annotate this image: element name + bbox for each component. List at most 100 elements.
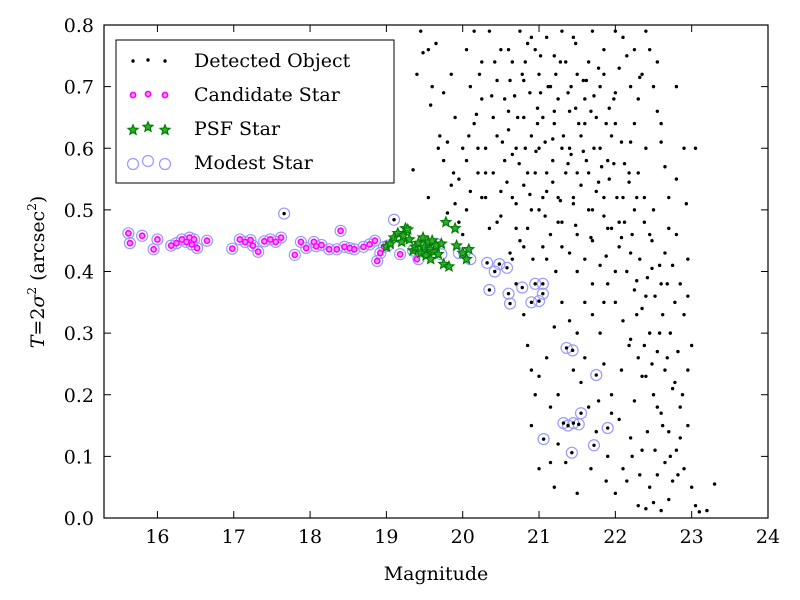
legend-label: Detected Object — [194, 50, 351, 72]
point-modest-star — [560, 341, 573, 355]
point-detected-object — [628, 84, 633, 89]
point-detected-object — [602, 72, 606, 77]
legend-marker-modest-star — [126, 157, 140, 171]
point-detected-object — [567, 251, 572, 255]
point-detected-object — [642, 195, 647, 200]
point-detected-object — [506, 109, 511, 113]
point-detected-object — [628, 436, 633, 440]
point-detected-object — [533, 393, 537, 397]
point-detected-object — [483, 171, 488, 175]
point-detected-object — [520, 72, 524, 77]
point-detected-object — [499, 214, 503, 218]
point-candidate-star — [325, 245, 333, 253]
point-detected-object — [467, 134, 471, 138]
point-detected-object — [648, 232, 652, 237]
point-detected-object — [635, 312, 639, 317]
point-detected-object — [604, 254, 608, 258]
point-detected-object — [502, 158, 507, 163]
point-detected-object — [627, 171, 631, 175]
point-modest-star — [151, 233, 164, 246]
point-detected-object — [567, 146, 572, 150]
point-detected-object — [625, 269, 629, 274]
point-detected-object — [570, 450, 574, 455]
y-tick-label: 0.0 — [64, 508, 94, 530]
legend-label: PSF Star — [194, 118, 281, 140]
point-detected-object — [609, 411, 614, 415]
point-candidate-star — [249, 242, 257, 250]
point-detected-object — [556, 97, 560, 101]
point-detected-object — [579, 411, 583, 415]
y-tick-label: 0.3 — [64, 323, 94, 345]
point-detected-object — [554, 72, 558, 77]
point-detected-object — [522, 312, 526, 317]
point-detected-object — [676, 473, 680, 477]
y-tick-label: 0.5 — [64, 200, 94, 222]
point-detected-object — [628, 140, 633, 144]
point-detected-object — [579, 183, 583, 187]
point-detected-object — [428, 103, 433, 107]
point-modest-star — [191, 241, 204, 255]
point-candidate-star — [291, 251, 299, 259]
point-detected-object — [693, 503, 698, 508]
point-detected-object — [523, 60, 527, 64]
point-detected-object — [594, 430, 598, 434]
point-candidate-star — [266, 236, 274, 243]
point-modest-star — [516, 281, 529, 294]
point-detected-object — [541, 282, 545, 286]
point-detected-object — [464, 208, 469, 212]
point-detected-object — [680, 393, 685, 397]
point-detected-object — [282, 211, 286, 216]
point-detected-object — [663, 368, 667, 372]
legend-entry-psf-star: PSF Star — [126, 118, 281, 140]
legend-marker-psf-star — [158, 123, 172, 136]
point-detected-object — [493, 269, 497, 274]
point-detected-object — [552, 121, 556, 126]
point-detected-object — [650, 362, 654, 366]
legend-marker-modest-star — [158, 157, 172, 171]
point-candidate-star — [190, 236, 198, 243]
point-modest-star — [587, 439, 601, 452]
point-detected-object — [505, 266, 509, 270]
point-detected-object — [617, 66, 621, 70]
x-axis-ticks: 16 17 18 19 20 21 22 23 24 — [145, 25, 780, 548]
point-detected-object — [449, 183, 453, 187]
point-detected-object — [541, 291, 545, 296]
y-tick-label: 0.8 — [64, 15, 94, 37]
point-detected-object — [544, 189, 549, 194]
point-detected-object — [644, 294, 648, 298]
point-detected-object — [558, 60, 563, 64]
point-candidate-star — [126, 239, 134, 247]
point-candidate-star — [366, 240, 373, 248]
point-detected-object — [523, 146, 527, 150]
point-detected-object — [712, 482, 717, 486]
point-detected-object — [590, 29, 595, 33]
point-detected-object — [528, 192, 532, 197]
point-detected-object — [705, 508, 709, 513]
point-detected-object — [514, 146, 518, 150]
point-detected-object — [571, 368, 576, 372]
point-detected-object — [571, 202, 576, 206]
point-detected-object — [510, 152, 515, 157]
point-detected-object — [480, 195, 484, 200]
point-detected-object — [421, 51, 425, 55]
legend-marker-detected-object — [163, 59, 167, 63]
point-modest-star — [525, 296, 538, 309]
point-psf-star — [396, 228, 410, 242]
point-detected-object — [602, 47, 606, 52]
point-modest-star — [601, 421, 614, 435]
point-candidate-star — [247, 236, 254, 244]
point-detected-object — [621, 319, 625, 323]
point-detected-object — [594, 373, 598, 377]
point-modest-star — [387, 213, 401, 226]
x-tick-label: 16 — [145, 526, 169, 548]
point-modest-star — [561, 419, 575, 432]
point-detected-object — [650, 266, 654, 271]
point-detected-object — [686, 257, 690, 261]
point-detected-object — [476, 146, 480, 150]
point-detected-object — [651, 500, 656, 505]
point-detected-object — [674, 84, 679, 89]
point-detected-object — [556, 442, 560, 446]
point-detected-object — [535, 106, 540, 110]
point-modest-star — [368, 234, 382, 247]
point-detected-object — [638, 75, 642, 80]
